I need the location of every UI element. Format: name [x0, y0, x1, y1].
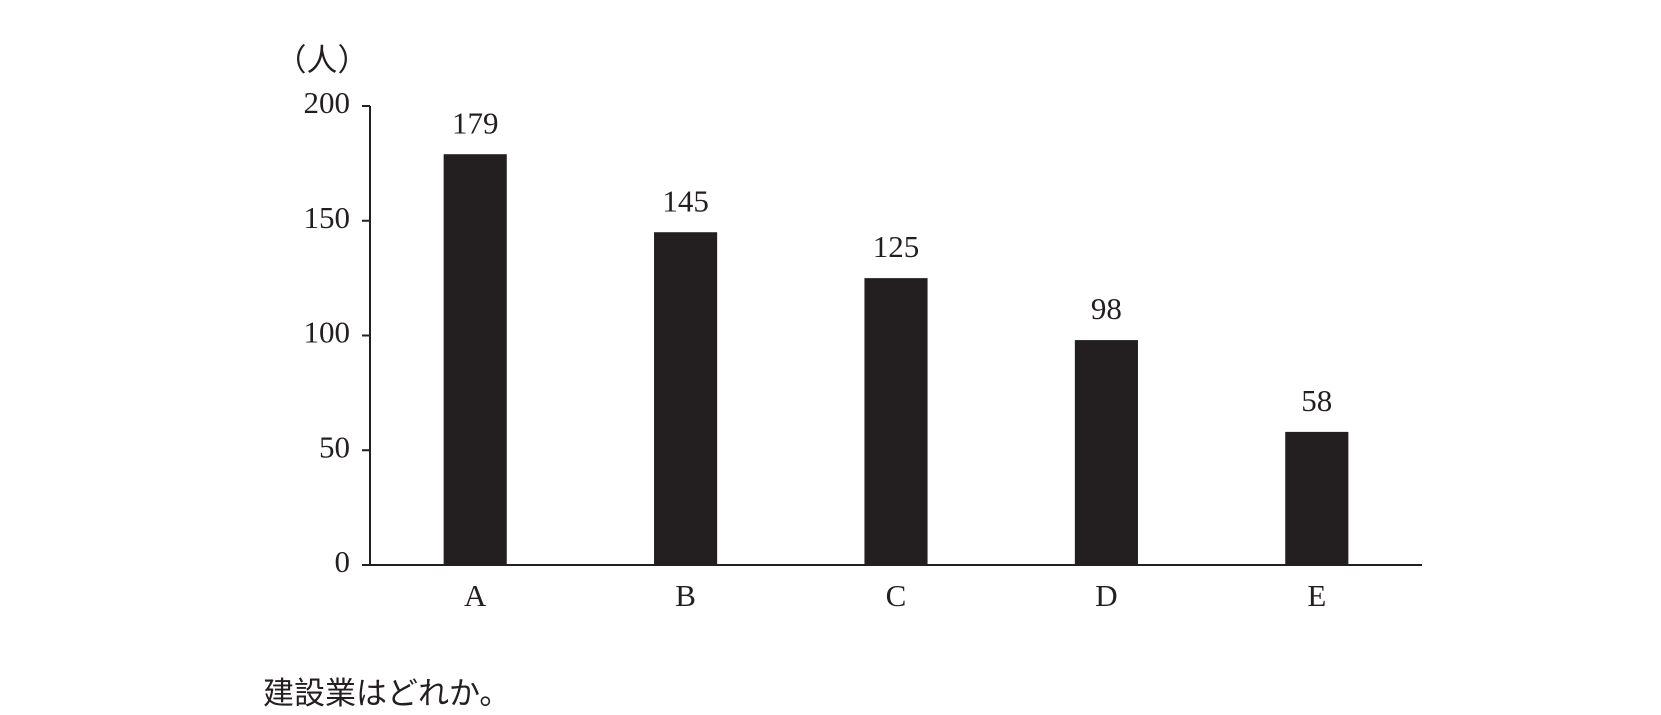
y-tick-label: 200 [304, 85, 351, 120]
bar [443, 154, 507, 565]
x-tick-label: B [675, 578, 696, 613]
value-label: 179 [452, 105, 499, 140]
value-label: 125 [873, 229, 920, 264]
y-tick-label: 0 [335, 544, 351, 579]
bar [654, 232, 718, 565]
bar [1074, 340, 1138, 565]
value-label: 98 [1091, 291, 1122, 326]
x-tick-label: A [464, 578, 487, 613]
y-tick-label: 100 [304, 315, 351, 350]
value-label: 145 [662, 183, 709, 218]
question: 建設業はどれか。 [263, 676, 510, 711]
x-tick-label: D [1095, 578, 1117, 613]
y-axis-unit: （人） [276, 43, 369, 78]
x-tick-label: E [1307, 578, 1326, 613]
x-tick-label: C [886, 578, 907, 613]
y-tick-label: 150 [304, 200, 351, 235]
value-label: 58 [1301, 383, 1332, 418]
y-tick-label: 50 [319, 429, 350, 464]
bar [864, 278, 928, 565]
bar [1285, 431, 1349, 565]
